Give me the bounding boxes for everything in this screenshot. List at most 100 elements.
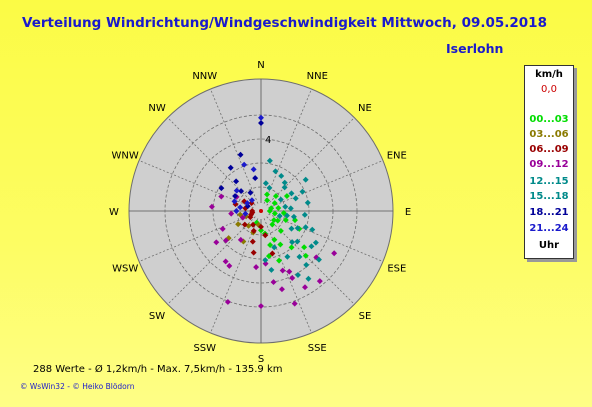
data-point-1518-0 — [266, 157, 273, 164]
direction-label-n: N — [257, 60, 264, 71]
data-point-0912-16 — [253, 264, 260, 271]
direction-label-sw: SW — [149, 311, 165, 322]
legend-range-7: 18...21 — [529, 207, 569, 218]
data-point-2124-6 — [242, 210, 249, 217]
data-point-1215-20 — [288, 225, 295, 232]
spoke-sw — [167, 216, 256, 305]
data-point-1215-25 — [302, 176, 309, 183]
legend-range-5: 12...15 — [529, 176, 569, 187]
data-point-1518-9 — [272, 168, 279, 175]
data-point-1518-7 — [294, 238, 301, 245]
data-point-2124-1 — [250, 166, 257, 173]
legend-calm: 0,0 — [541, 84, 557, 95]
data-point-1215-6 — [289, 239, 296, 246]
data-point-1518-3 — [282, 203, 289, 210]
data-point-0912-21 — [228, 210, 235, 217]
legend-range-8: 21...24 — [529, 223, 569, 234]
data-point-1215-11 — [278, 172, 285, 179]
data-point-0003-12 — [301, 244, 308, 251]
data-point-0609-7 — [247, 214, 254, 221]
data-point-1215-16 — [301, 211, 308, 218]
direction-label-wsw: WSW — [112, 263, 138, 274]
summary-stats: 288 Werte - Ø 1,2km/h - Max. 7,5km/h - 1… — [33, 364, 283, 375]
direction-label-ne: NE — [358, 103, 372, 114]
copyright-note: © WsWin32 - © Heiko Blödorn — [20, 382, 135, 391]
direction-label-ese: ESE — [387, 263, 406, 274]
data-point-0003-27 — [264, 191, 270, 198]
direction-label-wnw: WNW — [112, 151, 139, 162]
direction-label-w: W — [109, 207, 119, 218]
data-point-0003-18 — [271, 217, 277, 224]
legend-unit: km/h — [535, 69, 563, 80]
data-point-1215-14 — [303, 261, 310, 268]
data-point-2124-5 — [233, 187, 240, 194]
data-point-1215-17 — [276, 213, 283, 219]
speed-ring-3 — [188, 138, 334, 284]
direction-label-ssw: SSW — [193, 343, 216, 354]
data-point-0912-12 — [218, 193, 225, 200]
direction-label-s: S — [258, 354, 264, 365]
data-point-0609-5 — [250, 249, 257, 256]
data-point-1518-1 — [281, 179, 288, 186]
station-name: Iserlohn — [446, 41, 504, 56]
legend-range-2: 03...06 — [529, 129, 569, 140]
direction-label-ene: ENE — [387, 151, 407, 162]
data-point-0003-25 — [258, 227, 264, 234]
spoke-ese — [268, 213, 384, 262]
data-point-1215-4 — [294, 225, 301, 232]
data-point-2124-4 — [244, 200, 251, 207]
data-point-0912-4 — [270, 279, 277, 286]
speed-ring-1 — [236, 186, 286, 236]
data-point-0912-11 — [208, 203, 215, 210]
data-point-0003-13 — [271, 236, 278, 243]
spoke-nne — [263, 88, 312, 204]
chart-title: Verteilung Windrichtung/Windgeschwindigk… — [22, 15, 547, 31]
direction-label-sse: SSE — [308, 343, 327, 354]
data-point-1215-2 — [287, 205, 294, 212]
data-point-0912-23 — [286, 268, 293, 275]
data-point-2124-9 — [231, 198, 238, 205]
data-point-0912-5 — [258, 303, 264, 310]
data-point-2124-0 — [258, 114, 264, 121]
spoke-ssw — [210, 218, 259, 334]
speed-ring-2 — [212, 162, 310, 260]
spoke-ene — [268, 160, 384, 209]
legend-range-3: 06...09 — [529, 144, 569, 155]
data-point-0912-20 — [237, 236, 244, 243]
data-point-1215-22 — [268, 266, 275, 273]
legend-range-6: 15...18 — [529, 191, 569, 202]
data-point-1215-10 — [281, 184, 288, 191]
legend-range-4: 09...12 — [529, 159, 569, 170]
data-point-1215-24 — [299, 188, 306, 195]
data-point-0003-10 — [271, 200, 278, 207]
data-point-0003-23 — [267, 242, 274, 248]
data-point-0003-22 — [302, 252, 309, 259]
direction-label-nne: NNE — [307, 71, 328, 82]
data-point-0912-15 — [262, 260, 269, 267]
data-point-0003-5 — [276, 257, 283, 264]
data-point-0003-7 — [288, 244, 295, 251]
data-point-0912-19 — [222, 237, 229, 244]
direction-label-nnw: NNW — [192, 71, 217, 82]
data-point-0609-8 — [250, 221, 257, 228]
spoke-sse — [263, 218, 312, 334]
data-point-0912-10 — [219, 225, 226, 232]
data-point-0912-1 — [302, 284, 308, 291]
data-point-0306-2 — [235, 221, 242, 228]
data-point-0609-9 — [241, 221, 248, 228]
data-point-1215-15 — [294, 272, 301, 278]
legend-time-label: Uhr — [538, 240, 560, 251]
legend-range-1: 00...03 — [529, 114, 569, 125]
speed-legend: km/h 0,0 00...03 03...06 06...09 09...12… — [524, 65, 574, 259]
data-point-1821-9 — [227, 164, 234, 171]
calm-center-marker — [259, 209, 263, 213]
data-point-2124-7 — [248, 197, 255, 204]
data-point-1821-8 — [218, 185, 225, 192]
data-point-1821-2 — [232, 193, 239, 200]
spoke-nnw — [210, 88, 259, 204]
data-point-1215-8 — [271, 244, 278, 251]
data-point-1821-0 — [258, 120, 264, 126]
data-point-0912-9 — [213, 239, 220, 246]
speed-ring-label: 4 — [265, 135, 271, 146]
